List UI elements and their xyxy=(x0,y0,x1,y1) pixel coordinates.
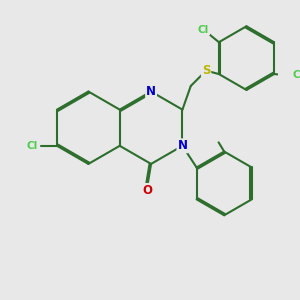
Text: Cl: Cl xyxy=(293,70,300,80)
Text: Cl: Cl xyxy=(26,141,38,151)
Text: Cl: Cl xyxy=(198,25,209,35)
Text: O: O xyxy=(142,184,152,197)
Text: N: N xyxy=(146,85,156,98)
Text: N: N xyxy=(177,139,188,152)
Text: S: S xyxy=(202,64,210,77)
